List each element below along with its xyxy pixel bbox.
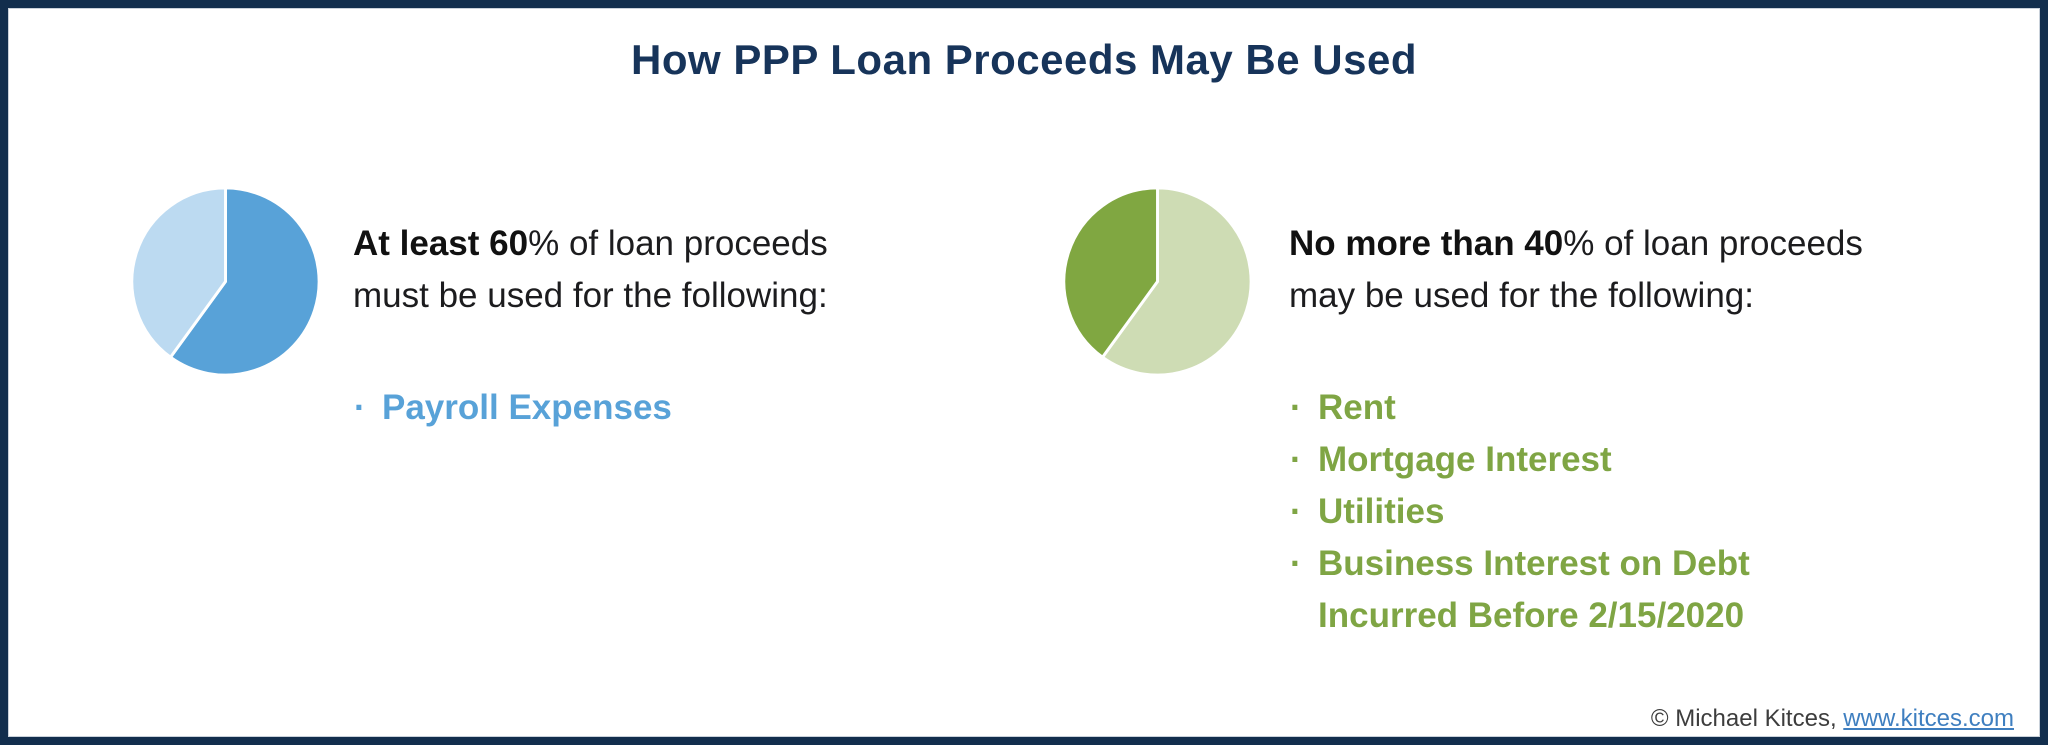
left-bullet-list: · Payroll Expenses — [354, 382, 672, 434]
pie-slice — [1101, 186, 1253, 377]
pie-chart-60-percent — [130, 186, 321, 377]
bullet-dot: · — [1290, 388, 1302, 427]
left-lead-line2: must be used for the following: — [353, 276, 828, 315]
list-item-label: Mortgage Interest — [1318, 440, 1612, 479]
left-lead-bold: At least 60 — [353, 224, 529, 263]
page-title: How PPP Loan Proceeds May Be Used — [631, 36, 1417, 83]
list-item-label: Rent — [1318, 388, 1396, 427]
list-item: · Payroll Expenses — [354, 382, 672, 434]
list-item: · Business Interest on Debt Incurred Befo… — [1290, 538, 1750, 642]
list-item: · Rent — [1290, 382, 1750, 434]
list-item-label: Payroll Expenses — [382, 388, 672, 427]
list-item: · Mortgage Interest — [1290, 434, 1750, 486]
bullet-dot: · — [354, 388, 366, 427]
left-lead-text: At least 60% of loan proceeds must be use… — [353, 218, 828, 322]
right-bullet-list: · Rent · Mortgage Interest · Utilities ·… — [1290, 382, 1750, 642]
pie-chart-40-percent — [1062, 186, 1253, 377]
right-lead-text: No more than 40% of loan proceeds may be … — [1289, 218, 1863, 322]
bullet-dot: · — [1290, 440, 1302, 479]
right-lead-bold: No more than 40 — [1289, 224, 1564, 263]
kitces-link[interactable]: www.kitces.com — [1843, 705, 2014, 732]
list-item-label: Utilities — [1318, 492, 1445, 531]
left-lead-tail: % of loan proceeds — [528, 224, 828, 263]
pie-slice — [1062, 186, 1159, 359]
list-item-label: Business Interest on Debt Incurred Before… — [1318, 544, 1750, 635]
list-item: · Utilities — [1290, 486, 1750, 538]
copyright-text: © Michael Kitces, — [1650, 705, 1844, 732]
bullet-dot: · — [1290, 544, 1302, 583]
right-lead-line2: may be used for the following: — [1289, 276, 1754, 315]
right-lead-tail: % of loan proceeds — [1563, 224, 1863, 263]
pie-slice — [130, 186, 227, 359]
copyright-footer: © Michael Kitces, www.kitces.com — [1651, 704, 2014, 734]
pie-slice — [169, 186, 321, 377]
bullet-dot: · — [1290, 492, 1302, 531]
